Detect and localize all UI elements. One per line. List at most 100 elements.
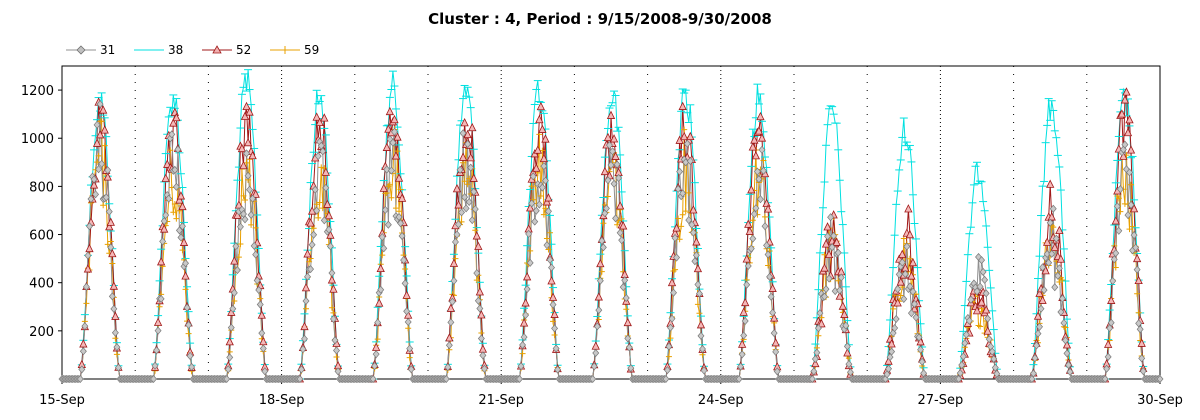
point-31-611 <box>990 354 998 364</box>
point-52-501 <box>821 239 831 248</box>
point-31-109 <box>224 365 232 374</box>
point-31-65 <box>157 294 165 303</box>
point-59-411 <box>685 189 692 196</box>
point-31-253 <box>444 363 452 372</box>
point-52-17 <box>83 264 93 273</box>
point-52-65 <box>156 257 166 266</box>
point-59-705 <box>1134 290 1141 297</box>
point-31-506 <box>830 231 838 240</box>
point-52-515 <box>843 348 852 357</box>
point-31-612 <box>991 363 999 372</box>
point-31-74 <box>171 165 179 174</box>
point-52-209 <box>376 263 385 273</box>
point-31-465 <box>767 292 775 301</box>
point-31-403 <box>673 253 681 262</box>
point-31-517 <box>846 368 854 377</box>
point-59-693 <box>1115 195 1122 202</box>
point-59-406 <box>678 223 685 230</box>
point-59-358 <box>604 193 611 200</box>
point-31-457 <box>755 175 763 184</box>
point-31-694 <box>1116 185 1124 194</box>
point-31-207 <box>374 318 382 327</box>
point-52-311 <box>532 163 541 172</box>
point-31-318 <box>543 241 551 250</box>
point-52-600 <box>972 305 982 315</box>
point-31-461 <box>761 222 769 231</box>
point-52-353 <box>596 258 605 268</box>
point-31-455 <box>752 204 760 213</box>
point-31-602 <box>976 282 984 291</box>
point-31-693 <box>1115 226 1123 235</box>
point-59-700 <box>1126 226 1133 233</box>
point-31-452 <box>747 244 755 253</box>
point-59-307 <box>527 247 534 254</box>
point-31-368 <box>619 283 627 292</box>
point-52-701 <box>1126 145 1136 154</box>
point-31-505 <box>828 243 836 252</box>
point-52-259 <box>452 183 462 193</box>
point-31-359 <box>606 141 613 150</box>
point-59-322 <box>550 318 557 325</box>
point-31-500 <box>821 292 828 301</box>
point-59-354 <box>598 268 605 275</box>
point-31-123 <box>246 185 254 194</box>
point-52-213 <box>382 142 391 151</box>
point-52-63 <box>153 317 163 326</box>
point-31-658 <box>1061 336 1069 345</box>
point-31-373 <box>627 364 635 373</box>
point-52-312 <box>533 145 542 154</box>
point-31-514 <box>842 321 850 330</box>
point-31-68 <box>162 211 170 220</box>
point-59-316 <box>540 211 547 218</box>
point-52-400 <box>667 277 677 287</box>
point-52-403 <box>672 223 681 232</box>
point-31-121 <box>243 149 250 158</box>
point-31-211 <box>380 244 388 253</box>
point-59-215 <box>386 181 393 188</box>
point-31-502 <box>824 232 832 241</box>
point-31-273 <box>474 296 482 305</box>
point-52-73 <box>169 118 178 127</box>
point-31-161 <box>304 272 311 281</box>
point-31-369 <box>621 276 629 285</box>
point-52-270 <box>469 173 478 182</box>
legend-item-38: 38 <box>134 42 202 58</box>
point-59-75 <box>173 215 180 222</box>
point-31-421 <box>700 366 708 375</box>
point-31-14 <box>79 347 87 356</box>
point-31-311 <box>532 206 540 215</box>
point-52-645 <box>1041 265 1050 275</box>
point-31-494 <box>811 354 819 364</box>
point-31-108 <box>223 374 231 384</box>
point-31-130 <box>256 300 264 309</box>
point-31-160 <box>302 296 310 306</box>
point-31-351 <box>593 322 601 331</box>
point-59-227 <box>405 325 412 332</box>
point-31-691 <box>1112 249 1120 258</box>
point-52-269 <box>468 122 477 132</box>
point-31-78 <box>177 233 185 242</box>
point-52-211 <box>379 183 388 192</box>
point-31-400 <box>668 314 676 323</box>
point-31-720 <box>1156 374 1164 384</box>
point-52-177 <box>327 275 337 284</box>
point-31-355 <box>599 243 607 252</box>
legend-item-52: 52 <box>202 42 270 58</box>
point-31-256 <box>448 297 456 306</box>
point-52-176 <box>326 230 335 239</box>
point-59-545 <box>890 305 897 312</box>
point-52-459 <box>757 133 767 142</box>
point-31-469 <box>773 367 781 376</box>
point-52-169 <box>315 117 324 127</box>
legend-marker-31 <box>66 45 96 55</box>
point-59-405 <box>676 236 683 243</box>
point-52-468 <box>771 338 780 347</box>
point-31-596 <box>967 295 975 304</box>
point-52-263 <box>458 152 468 161</box>
point-31-115 <box>233 266 241 275</box>
point-52-646 <box>1043 237 1052 246</box>
point-31-227 <box>404 317 412 326</box>
point-31-446 <box>738 350 746 359</box>
point-59-228 <box>406 354 413 361</box>
